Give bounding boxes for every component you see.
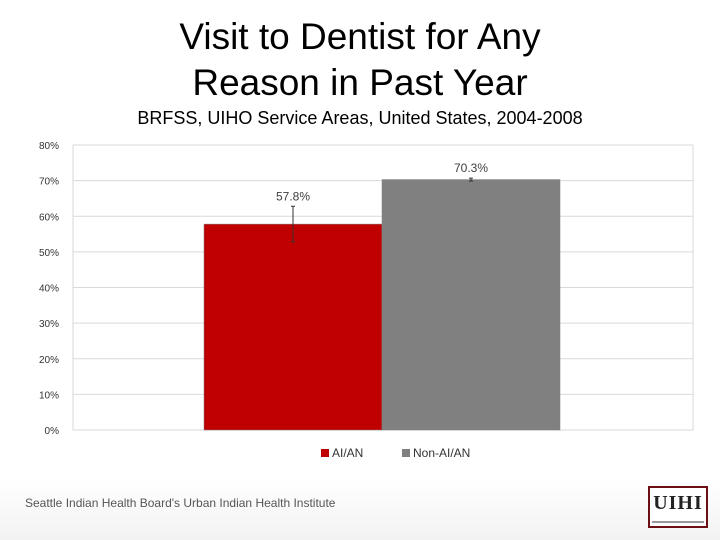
- y-tick-label: 60%: [39, 212, 59, 223]
- legend-label: Non-AI/AN: [413, 446, 470, 460]
- bar-non-aian: [381, 179, 561, 431]
- legend-swatch: [402, 449, 410, 457]
- y-tick-label: 40%: [39, 284, 59, 295]
- y-tick-label: 10%: [39, 390, 59, 401]
- data-label: 70.3%: [454, 161, 488, 175]
- logo-text: UIHI: [653, 492, 703, 514]
- chart-svg: 0% 10% 20% 30% 40% 50% 60% 70% 80% 57.8% 70.3% AI/A…: [31, 131, 700, 471]
- legend-swatch: [321, 449, 329, 457]
- slide-subtitle: BRFSS, UIHO Service Areas, United States…: [137, 108, 583, 128]
- bar-aian: [203, 223, 383, 431]
- title-line-1: Visit to Dentist for Any: [179, 16, 541, 57]
- y-tick-label: 50%: [39, 248, 59, 259]
- title-line-2: Reason in Past Year: [192, 62, 528, 103]
- uihi-logo: UIHI: [648, 486, 708, 528]
- footer-band: [0, 480, 720, 540]
- y-tick-label: 80%: [39, 141, 59, 152]
- slide-title: Visit to Dentist for Any Reason in Past …: [60, 14, 660, 106]
- y-tick-label: 70%: [39, 177, 59, 188]
- y-tick-label: 0%: [45, 426, 60, 437]
- bar-chart: 0% 10% 20% 30% 40% 50% 60% 70% 80% 57.8% 70.3% AI/A…: [31, 131, 700, 471]
- footer-credit: Seattle Indian Health Board's Urban Indi…: [25, 496, 336, 510]
- y-tick-label: 20%: [39, 355, 59, 366]
- data-label: 57.8%: [276, 189, 310, 203]
- logo-underline: [652, 521, 704, 523]
- legend-label: AI/AN: [332, 446, 363, 460]
- y-tick-label: 30%: [39, 319, 59, 330]
